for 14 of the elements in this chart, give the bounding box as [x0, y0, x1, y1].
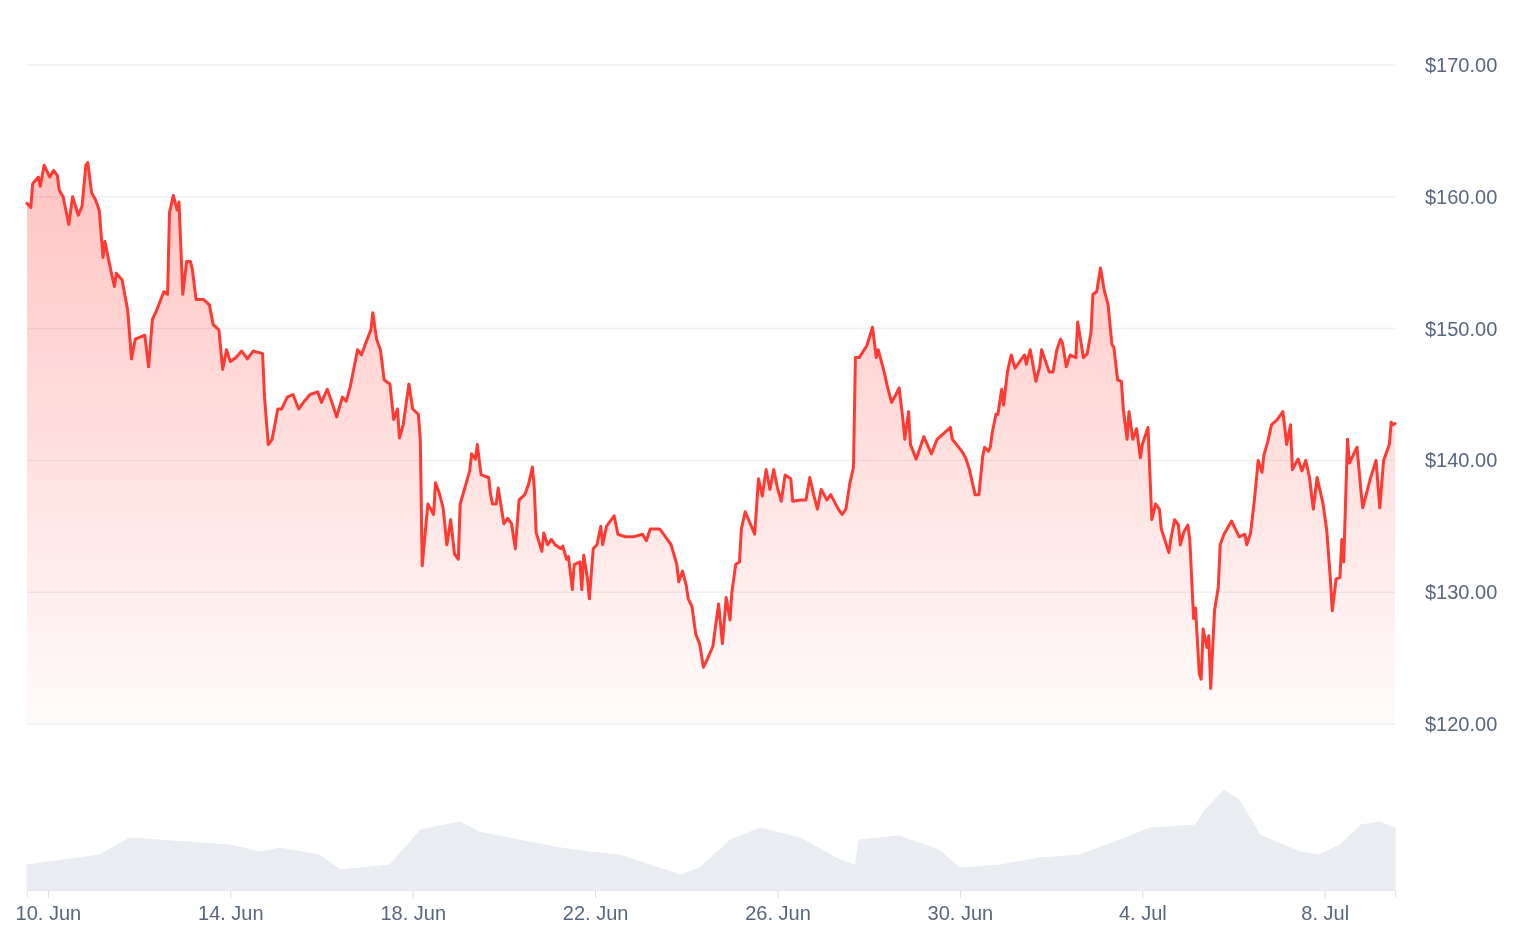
- x-tick-label: 8. Jul: [1301, 902, 1350, 925]
- y-tick-label: $150.00: [1425, 317, 1498, 340]
- y-tick-label: $160.00: [1425, 185, 1498, 208]
- x-tick-label: 4. Jul: [1118, 902, 1167, 925]
- y-tick-label: $130.00: [1425, 581, 1498, 604]
- x-tick-label: 14. Jun: [198, 902, 264, 925]
- x-tick-label: 22. Jun: [562, 902, 629, 925]
- x-tick-label: 26. Jun: [745, 902, 811, 925]
- y-tick-label: $140.00: [1425, 449, 1498, 472]
- y-tick-label: $120.00: [1425, 712, 1498, 735]
- x-tick-label: 18. Jun: [380, 902, 446, 925]
- y-tick-label: $170.00: [1425, 53, 1498, 76]
- x-tick-label: 30. Jun: [927, 902, 994, 925]
- x-tick-label: 10. Jun: [15, 902, 82, 925]
